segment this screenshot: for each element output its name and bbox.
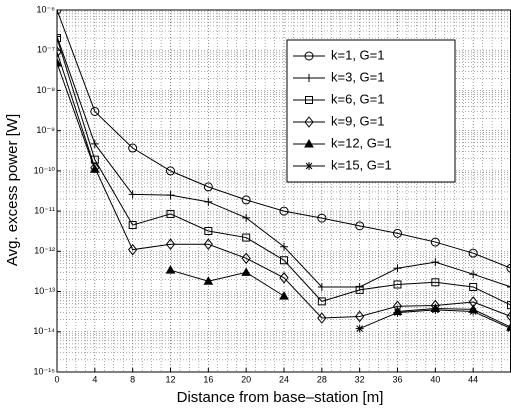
- marker: [90, 106, 100, 116]
- marker: [317, 282, 326, 291]
- y-tick-label: 10⁻⁶: [37, 4, 56, 14]
- marker: [468, 248, 478, 258]
- x-tick-label: 36: [392, 374, 402, 384]
- y-axis-label: Avg. excess power [W]: [4, 114, 21, 266]
- marker: [355, 221, 365, 231]
- legend-label: k=3, G=1: [331, 69, 384, 84]
- marker: [506, 263, 511, 273]
- series-line: [57, 10, 511, 269]
- legend-label: k=12, G=1: [331, 135, 392, 150]
- legend-label: k=9, G=1: [331, 113, 384, 128]
- x-tick-label: 40: [430, 374, 440, 384]
- marker: [204, 197, 213, 206]
- marker: [506, 310, 511, 323]
- legend-box: [286, 39, 456, 183]
- y-tick-label: 10⁻⁹: [36, 125, 55, 135]
- marker: [280, 242, 288, 251]
- marker: [431, 258, 440, 267]
- marker: [469, 282, 478, 291]
- y-tick-label: 10⁻⁸: [36, 85, 55, 95]
- marker: [57, 34, 61, 43]
- marker: [507, 282, 511, 291]
- marker: [317, 297, 326, 306]
- y-tick-label: 10⁻¹³: [34, 286, 55, 296]
- marker: [242, 233, 251, 242]
- marker: [165, 265, 176, 274]
- marker: [241, 195, 251, 205]
- x-tick-label: 0: [54, 374, 59, 384]
- legend-marker: [304, 116, 314, 128]
- marker: [393, 308, 402, 317]
- series-line: [57, 62, 511, 328]
- marker: [90, 139, 99, 148]
- marker: [317, 312, 327, 324]
- marker: [280, 256, 288, 265]
- marker: [242, 213, 251, 222]
- x-axis-label: Distance from base–station [m]: [177, 389, 384, 406]
- marker: [317, 213, 327, 223]
- legend-marker: [305, 96, 313, 104]
- x-tick-label: 20: [241, 374, 251, 384]
- marker: [393, 228, 402, 238]
- y-tick-label: 10⁻¹⁵: [34, 366, 56, 376]
- marker: [128, 243, 138, 256]
- marker: [203, 276, 214, 285]
- marker: [166, 209, 175, 218]
- marker: [469, 270, 478, 279]
- marker: [241, 267, 252, 276]
- x-tick-label: 28: [317, 374, 327, 384]
- legend-marker: [304, 138, 314, 148]
- marker: [431, 305, 440, 314]
- x-tick-label: 12: [165, 374, 175, 384]
- y-tick-label: 10⁻¹²: [34, 246, 55, 256]
- marker: [57, 58, 62, 67]
- marker: [241, 252, 251, 265]
- marker: [203, 238, 213, 251]
- legend-marker: [305, 162, 313, 170]
- marker: [89, 164, 100, 173]
- plot-area: [57, 10, 511, 372]
- marker: [469, 307, 478, 316]
- marker: [430, 237, 440, 247]
- marker: [128, 143, 138, 153]
- marker: [507, 301, 511, 310]
- marker: [128, 221, 137, 230]
- marker: [355, 285, 364, 294]
- x-tick-label: 44: [468, 374, 478, 384]
- marker: [393, 264, 402, 273]
- x-tick-label: 4: [92, 374, 97, 384]
- legend-marker: [305, 74, 313, 82]
- marker: [279, 206, 289, 216]
- marker: [279, 291, 289, 300]
- marker: [166, 166, 175, 176]
- y-tick-label: 10⁻¹⁴: [33, 326, 55, 336]
- marker: [128, 190, 137, 199]
- marker: [166, 191, 175, 200]
- y-tick-label: 10⁻¹¹: [34, 205, 55, 215]
- marker: [57, 32, 61, 41]
- x-tick-label: 32: [355, 374, 365, 384]
- legend-marker: [304, 51, 314, 61]
- marker: [165, 238, 176, 251]
- series-line: [57, 37, 511, 306]
- legend-label: k=6, G=1: [331, 91, 384, 106]
- legend-label: k=1, G=1: [331, 47, 384, 62]
- y-tick-label: 10⁻⁷: [37, 45, 55, 55]
- marker: [204, 227, 213, 236]
- marker: [393, 280, 402, 289]
- legend-label: k=15, G=1: [331, 157, 392, 172]
- marker: [431, 278, 440, 287]
- marker: [203, 182, 213, 192]
- y-tick-label: 10⁻¹⁰: [34, 165, 56, 175]
- x-tick-label: 24: [279, 374, 289, 384]
- marker: [355, 310, 365, 323]
- marker: [355, 324, 364, 333]
- marker: [279, 271, 289, 284]
- x-tick-label: 8: [130, 374, 135, 384]
- x-tick-label: 16: [203, 374, 213, 384]
